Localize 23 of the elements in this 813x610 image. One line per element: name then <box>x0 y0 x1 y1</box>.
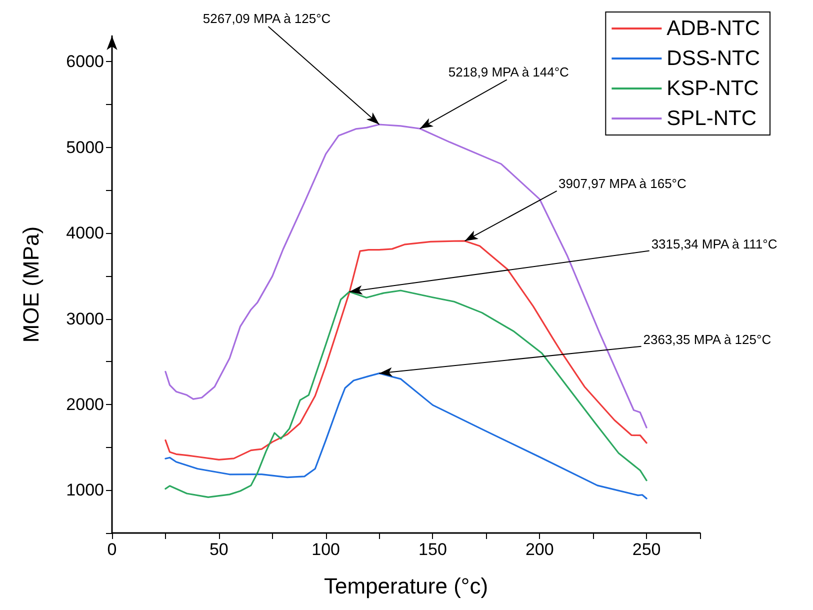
annotation: 3315,34 MPA à 111°C <box>651 236 778 252</box>
legend-label: ADB-NTC <box>666 17 760 40</box>
x-axis-title: Temperature (°c) <box>324 574 488 598</box>
annotation: 5218,9 MPA à 144°C <box>448 64 569 80</box>
legend-label: DSS-NTC <box>666 47 760 70</box>
x-tick-label: 100 <box>312 540 340 559</box>
annotation: 2363,35 MPA à 125°C <box>643 332 772 348</box>
y-axis-title: MOE (MPa) <box>18 226 44 343</box>
annotation: 5267,09 MPA à 125°C <box>202 11 331 26</box>
x-tick-label: 200 <box>525 540 554 559</box>
legend-label: SPL-NTC <box>666 107 757 130</box>
x-tick-label: 250 <box>632 540 661 559</box>
x-tick-label: 50 <box>209 540 228 559</box>
x-tick-label: 0 <box>107 540 117 559</box>
y-tick-label: 3000 <box>66 309 104 328</box>
y-tick-label: 2000 <box>66 394 104 414</box>
y-tick-label: 4000 <box>66 224 104 243</box>
y-tick-label: 1000 <box>66 480 104 500</box>
annotation: 3907,97 MPA à 165°C <box>558 176 686 192</box>
y-tick-label: 5000 <box>66 138 104 157</box>
legend-label: KSP-NTC <box>666 77 759 100</box>
y-tick-label: 6000 <box>66 52 104 72</box>
x-tick-label: 150 <box>418 540 447 559</box>
